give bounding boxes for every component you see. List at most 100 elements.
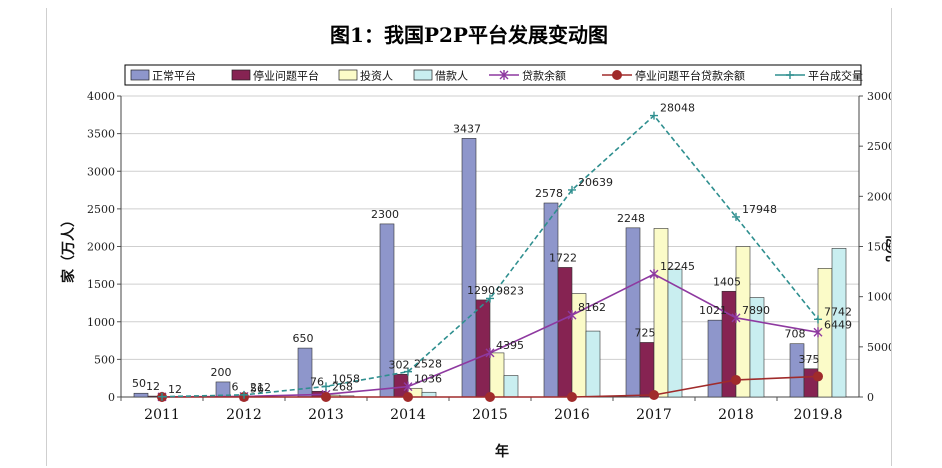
legend-label-loan_balance: 贷款余额 bbox=[522, 69, 566, 83]
x-tick-label: 2013 bbox=[308, 407, 344, 423]
x-axis-title: 年 bbox=[495, 443, 509, 460]
bar-label-problem: 6 bbox=[232, 381, 239, 394]
line-label-volume: 20639 bbox=[578, 176, 613, 189]
line-label-loan_balance: 268 bbox=[332, 380, 353, 393]
x-tick-label: 2019.8 bbox=[794, 407, 843, 423]
y-tick-label: 1000 bbox=[87, 316, 115, 329]
legend-swatch-problem bbox=[231, 69, 251, 81]
point-problem_balance bbox=[321, 392, 331, 402]
bar-label-problem: 1722 bbox=[549, 251, 577, 264]
chart-frame: 图1：我国P2P平台发展变动图 正常平台 停业问题平台 投资人 借款人 贷款余额 停业问题… bbox=[46, 8, 892, 466]
legend-marker-loan_balance bbox=[499, 70, 509, 80]
legend-label-borrowers: 借款人 bbox=[435, 69, 468, 83]
x-tick-label: 2011 bbox=[144, 407, 180, 423]
y2-tick-label: 5000 bbox=[867, 341, 891, 354]
line-label-loan_balance: 6449 bbox=[824, 318, 852, 331]
line-label-volume: 2528 bbox=[414, 358, 442, 371]
point-loan_balance bbox=[731, 312, 741, 323]
bar-label-normal: 3437 bbox=[453, 122, 481, 135]
line-volume bbox=[161, 114, 819, 398]
line-label-volume: 17948 bbox=[742, 203, 777, 216]
legend-marker-volume bbox=[786, 71, 794, 79]
point-volume bbox=[240, 390, 248, 399]
y2-tick-label: 10000 bbox=[867, 291, 891, 304]
line-label-volume: 9823 bbox=[496, 284, 524, 297]
bar-investors bbox=[489, 352, 505, 398]
bar-label-normal: 1021 bbox=[699, 304, 727, 317]
y2-axis-title: 亿元 bbox=[883, 234, 891, 262]
legend-label-problem_balance: 停业问题平台贷款余额 bbox=[635, 69, 745, 83]
point-volume bbox=[568, 185, 576, 194]
y-tick-label: 4000 bbox=[87, 90, 115, 103]
bar-problem bbox=[639, 342, 655, 398]
bar-normal bbox=[133, 392, 149, 398]
x-tick-label: 2016 bbox=[554, 407, 590, 423]
bar-normal bbox=[625, 227, 641, 398]
y2-tick-label: 0 bbox=[867, 391, 874, 404]
line-label-volume: 7742 bbox=[824, 305, 852, 318]
y2-tick-label: 25000 bbox=[867, 140, 891, 153]
bar-borrowers bbox=[667, 268, 683, 398]
point-loan_balance bbox=[813, 327, 823, 338]
point-problem_balance bbox=[813, 371, 823, 382]
bar-label-normal: 2578 bbox=[535, 187, 563, 200]
point-problem_balance bbox=[649, 389, 659, 400]
y2-tick-label: 20000 bbox=[867, 190, 891, 203]
bar-label-normal: 708 bbox=[785, 328, 806, 341]
point-problem_balance bbox=[485, 392, 495, 402]
legend-swatch-borrowers bbox=[413, 69, 433, 81]
point-loan_balance bbox=[485, 347, 495, 358]
y-tick-label: 500 bbox=[94, 353, 115, 366]
point-volume bbox=[486, 294, 494, 303]
point-problem_balance bbox=[403, 392, 413, 402]
point-volume bbox=[158, 392, 166, 401]
legend-marker-problem_balance bbox=[612, 70, 622, 80]
bar-label-normal: 50 bbox=[132, 377, 146, 390]
x-tick-label: 2012 bbox=[226, 407, 262, 423]
bar-label-normal: 2248 bbox=[617, 212, 645, 225]
point-loan_balance bbox=[649, 269, 659, 280]
y-tick-label: 0 bbox=[108, 391, 115, 404]
bar-label-problem: 375 bbox=[799, 353, 820, 366]
bar-label-problem: 12 bbox=[146, 380, 160, 393]
point-loan_balance bbox=[403, 381, 413, 392]
bar-normal bbox=[543, 202, 559, 398]
bar-label-problem: 725 bbox=[635, 326, 656, 339]
legend-label-investors: 投资人 bbox=[360, 69, 393, 83]
bar-borrowers bbox=[585, 330, 601, 398]
line-label-loan_balance: 1036 bbox=[414, 373, 442, 386]
bar-borrowers bbox=[503, 375, 519, 398]
bar-normal bbox=[789, 343, 805, 398]
legend-label-problem: 停业问题平台 bbox=[253, 69, 319, 83]
bar-normal bbox=[461, 138, 477, 398]
line-label-volume: 28048 bbox=[660, 102, 695, 115]
y2-tick-label: 15000 bbox=[867, 241, 891, 254]
point-volume bbox=[404, 367, 412, 376]
point-volume bbox=[732, 212, 740, 221]
x-tick-label: 2015 bbox=[472, 407, 508, 423]
bar-investors bbox=[653, 228, 669, 398]
line-label-loan_balance: 4395 bbox=[496, 339, 524, 352]
bar-label-problem: 302 bbox=[389, 358, 410, 371]
bar-problem bbox=[475, 299, 491, 398]
y-tick-label: 2000 bbox=[87, 241, 115, 254]
x-tick-label: 2014 bbox=[390, 407, 426, 423]
bar-label-problem: 1290 bbox=[467, 284, 495, 297]
y-tick-label: 1500 bbox=[87, 278, 115, 291]
bar-problem bbox=[557, 267, 573, 398]
line-label-volume: 212 bbox=[250, 381, 271, 394]
bar-label-normal: 200 bbox=[211, 366, 232, 379]
point-volume bbox=[814, 315, 822, 324]
y2-tick-label: 30000 bbox=[867, 90, 891, 103]
bar-borrowers bbox=[831, 248, 847, 398]
chart-title: 图1：我国P2P平台发展变动图 bbox=[330, 23, 608, 47]
legend-label-volume: 平台成交量 bbox=[808, 69, 863, 83]
y-axis-title: 家（万人） bbox=[60, 213, 77, 283]
bar-label-normal: 2300 bbox=[371, 208, 399, 221]
line-label-loan_balance: 8162 bbox=[578, 301, 606, 314]
line-label-volume: 1058 bbox=[332, 372, 360, 385]
point-volume bbox=[322, 382, 330, 391]
legend-swatch-normal bbox=[130, 69, 150, 81]
x-tick-label: 2017 bbox=[636, 407, 672, 423]
line-label-loan_balance: 56 bbox=[250, 382, 264, 395]
